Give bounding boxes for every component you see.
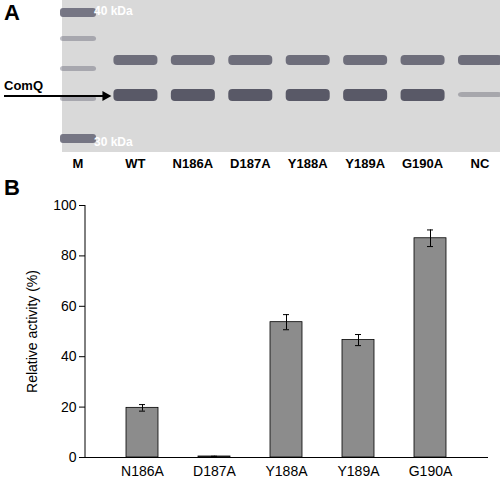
svg-text:D187A: D187A — [230, 156, 271, 171]
svg-text:A: A — [4, 0, 20, 25]
svg-text:40 kDa: 40 kDa — [94, 4, 133, 18]
svg-text:60: 60 — [61, 298, 77, 314]
svg-text:40: 40 — [61, 348, 77, 364]
svg-text:D187A: D187A — [193, 463, 236, 479]
svg-text:0: 0 — [69, 449, 77, 465]
svg-text:ComQ: ComQ — [4, 78, 43, 93]
svg-text:Y189A: Y189A — [345, 156, 385, 171]
svg-text:NC: NC — [471, 156, 490, 171]
svg-text:Y189A: Y189A — [337, 463, 380, 479]
svg-text:30 kDa: 30 kDa — [94, 135, 133, 149]
svg-text:G190A: G190A — [409, 463, 453, 479]
svg-text:Y188A: Y188A — [288, 156, 328, 171]
svg-text:80: 80 — [61, 247, 77, 263]
svg-text:N186A: N186A — [121, 463, 164, 479]
svg-text:Y188A: Y188A — [265, 463, 308, 479]
svg-text:WT: WT — [125, 156, 145, 171]
svg-text:Relative activity (%): Relative activity (%) — [24, 270, 40, 393]
svg-text:N186A: N186A — [173, 156, 214, 171]
svg-text:100: 100 — [53, 197, 77, 213]
html-text:B: B — [4, 175, 20, 200]
svg-text:G190A: G190A — [402, 156, 444, 171]
svg-text:20: 20 — [61, 399, 77, 415]
svg-text:M: M — [73, 156, 84, 171]
